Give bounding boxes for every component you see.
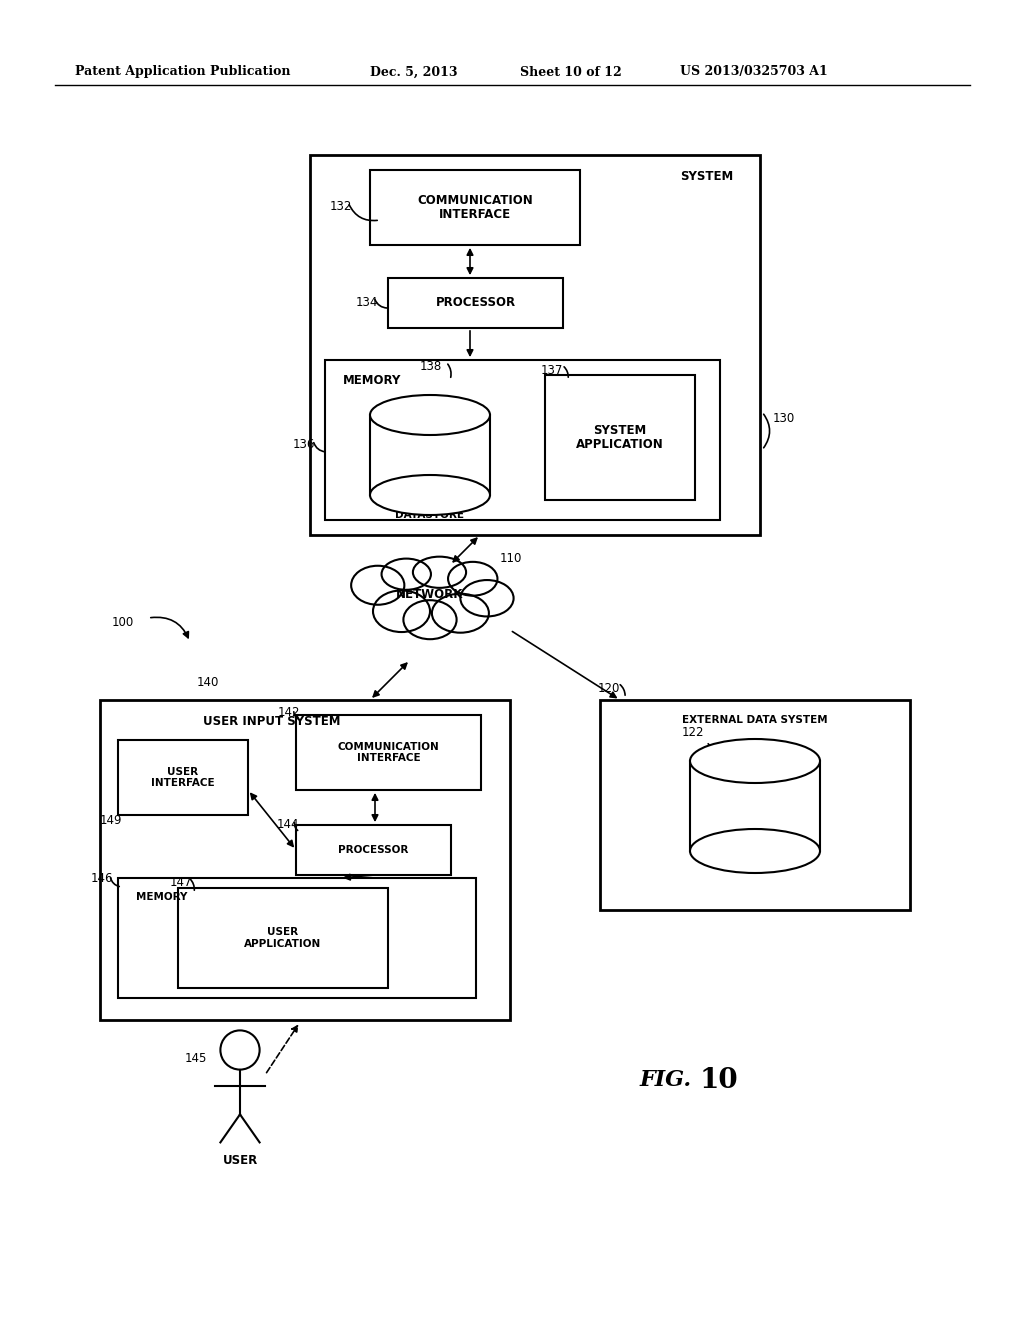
Text: USER INPUT SYSTEM: USER INPUT SYSTEM — [204, 715, 341, 729]
Text: NETWORK: NETWORK — [396, 589, 464, 602]
Bar — [296, 715, 481, 789]
Text: USER
APPLICATION: USER APPLICATION — [245, 927, 322, 949]
Text: COMMUNICATION
INTERFACE: COMMUNICATION INTERFACE — [338, 742, 439, 763]
FancyArrowPatch shape — [447, 364, 451, 378]
Text: 149: 149 — [100, 813, 123, 826]
FancyArrowPatch shape — [709, 743, 712, 752]
Bar — [118, 878, 476, 998]
FancyArrowPatch shape — [372, 795, 378, 820]
FancyArrowPatch shape — [111, 878, 119, 887]
Bar — [370, 170, 580, 246]
Text: Sheet 10 of 12: Sheet 10 of 12 — [520, 66, 622, 78]
Bar — [325, 360, 720, 520]
FancyArrowPatch shape — [454, 539, 477, 562]
FancyArrowPatch shape — [349, 205, 377, 220]
FancyArrowPatch shape — [564, 367, 568, 378]
Text: 110: 110 — [500, 552, 522, 565]
FancyArrowPatch shape — [467, 249, 473, 273]
Text: Patent Application Publication: Patent Application Publication — [75, 66, 291, 78]
Text: USER
INTERFACE: USER INTERFACE — [152, 767, 215, 788]
Text: SYSTEM: SYSTEM — [680, 170, 733, 183]
Ellipse shape — [351, 566, 404, 605]
FancyArrowPatch shape — [295, 822, 298, 830]
FancyArrowPatch shape — [375, 300, 387, 308]
Text: 137: 137 — [541, 363, 563, 376]
Bar — [690, 762, 820, 851]
Ellipse shape — [413, 557, 466, 587]
Bar — [310, 154, 760, 535]
Text: 147: 147 — [170, 875, 193, 888]
Bar — [600, 700, 910, 909]
Text: FIG.: FIG. — [640, 1069, 692, 1092]
FancyArrowPatch shape — [621, 685, 625, 696]
FancyArrowPatch shape — [313, 442, 326, 451]
Ellipse shape — [449, 562, 498, 595]
Ellipse shape — [370, 395, 490, 436]
Ellipse shape — [370, 475, 490, 515]
Text: 138: 138 — [420, 360, 442, 374]
Ellipse shape — [382, 558, 431, 590]
Text: 100: 100 — [112, 616, 134, 630]
Text: DATASTORE: DATASTORE — [395, 510, 465, 520]
Bar — [388, 279, 563, 327]
Bar — [370, 414, 490, 495]
FancyArrowPatch shape — [467, 331, 473, 355]
Text: 142: 142 — [278, 706, 300, 719]
Text: 134: 134 — [356, 296, 379, 309]
Text: US 2013/0325703 A1: US 2013/0325703 A1 — [680, 66, 827, 78]
Text: 10: 10 — [700, 1067, 738, 1093]
Text: PROCESSOR: PROCESSOR — [338, 845, 409, 855]
FancyArrowPatch shape — [151, 618, 188, 638]
Bar — [118, 741, 248, 814]
Bar — [178, 888, 388, 987]
Text: 146: 146 — [91, 873, 114, 886]
Text: MEMORY: MEMORY — [343, 374, 401, 387]
Text: SYSTEM
APPLICATION: SYSTEM APPLICATION — [577, 424, 664, 451]
Bar — [296, 825, 451, 875]
Ellipse shape — [690, 739, 820, 783]
Text: EXTERNAL DATA SYSTEM: EXTERNAL DATA SYSTEM — [682, 715, 827, 725]
FancyArrowPatch shape — [251, 793, 293, 846]
Bar — [545, 375, 695, 500]
Text: Dec. 5, 2013: Dec. 5, 2013 — [370, 66, 458, 78]
Text: 140: 140 — [197, 676, 219, 689]
FancyArrowPatch shape — [266, 1026, 297, 1073]
Text: USER: USER — [222, 1154, 258, 1167]
Text: MEMORY: MEMORY — [136, 892, 187, 902]
Text: 145: 145 — [185, 1052, 208, 1065]
Text: 132: 132 — [330, 201, 352, 214]
Bar — [100, 700, 510, 1020]
Text: 120: 120 — [598, 681, 621, 694]
Text: COMMUNICATION
INTERFACE: COMMUNICATION INTERFACE — [417, 194, 532, 222]
Ellipse shape — [403, 601, 457, 639]
Ellipse shape — [432, 594, 488, 632]
FancyArrowPatch shape — [190, 879, 195, 890]
Text: PROCESSOR: PROCESSOR — [435, 297, 515, 309]
FancyArrowPatch shape — [512, 631, 616, 697]
Circle shape — [220, 1031, 260, 1069]
Ellipse shape — [373, 590, 430, 632]
Text: 144: 144 — [278, 818, 299, 832]
Ellipse shape — [690, 829, 820, 873]
Text: 136: 136 — [293, 438, 315, 451]
Ellipse shape — [461, 579, 514, 616]
Text: 130: 130 — [773, 412, 796, 425]
Text: 122: 122 — [682, 726, 705, 739]
FancyArrowPatch shape — [374, 663, 407, 697]
FancyArrowPatch shape — [764, 414, 770, 447]
FancyArrowPatch shape — [294, 711, 298, 718]
FancyArrowPatch shape — [345, 874, 373, 880]
